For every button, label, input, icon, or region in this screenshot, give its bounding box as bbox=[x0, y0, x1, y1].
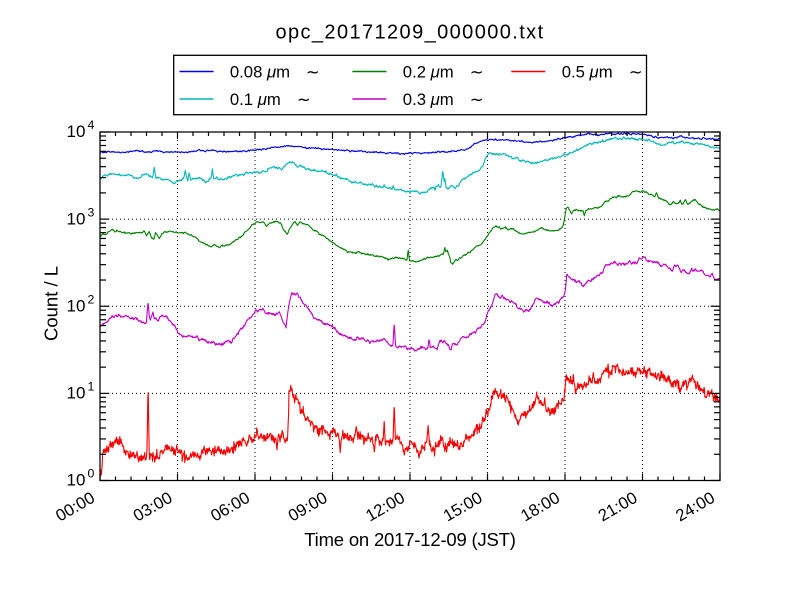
svg-text:∼: ∼ bbox=[470, 63, 484, 82]
svg-text:Count / L: Count / L bbox=[41, 266, 62, 341]
svg-text:opc_20171209_000000.txt: opc_20171209_000000.txt bbox=[275, 22, 544, 44]
svg-text:10: 10 bbox=[67, 296, 86, 315]
svg-text:2: 2 bbox=[88, 292, 95, 306]
svg-text:∼: ∼ bbox=[629, 63, 643, 82]
svg-text:0.1 μm: 0.1 μm bbox=[230, 90, 281, 109]
svg-text:10: 10 bbox=[67, 384, 86, 403]
svg-text:4: 4 bbox=[88, 118, 95, 132]
svg-text:10: 10 bbox=[67, 209, 86, 228]
svg-text:Time on 2017-12-09 (JST): Time on 2017-12-09 (JST) bbox=[304, 529, 516, 550]
svg-text:∼: ∼ bbox=[306, 63, 320, 82]
svg-text:1: 1 bbox=[88, 380, 95, 394]
svg-text:10: 10 bbox=[67, 471, 86, 490]
svg-text:0.5 μm: 0.5 μm bbox=[562, 63, 613, 82]
svg-text:0.2 μm: 0.2 μm bbox=[403, 63, 454, 82]
svg-text:∼: ∼ bbox=[470, 90, 484, 109]
svg-text:∼: ∼ bbox=[297, 90, 311, 109]
svg-text:0.3 μm: 0.3 μm bbox=[403, 90, 454, 109]
svg-text:0: 0 bbox=[88, 467, 95, 481]
svg-text:3: 3 bbox=[88, 205, 95, 219]
svg-text:10: 10 bbox=[67, 122, 86, 141]
svg-text:0.08 μm: 0.08 μm bbox=[230, 63, 290, 82]
